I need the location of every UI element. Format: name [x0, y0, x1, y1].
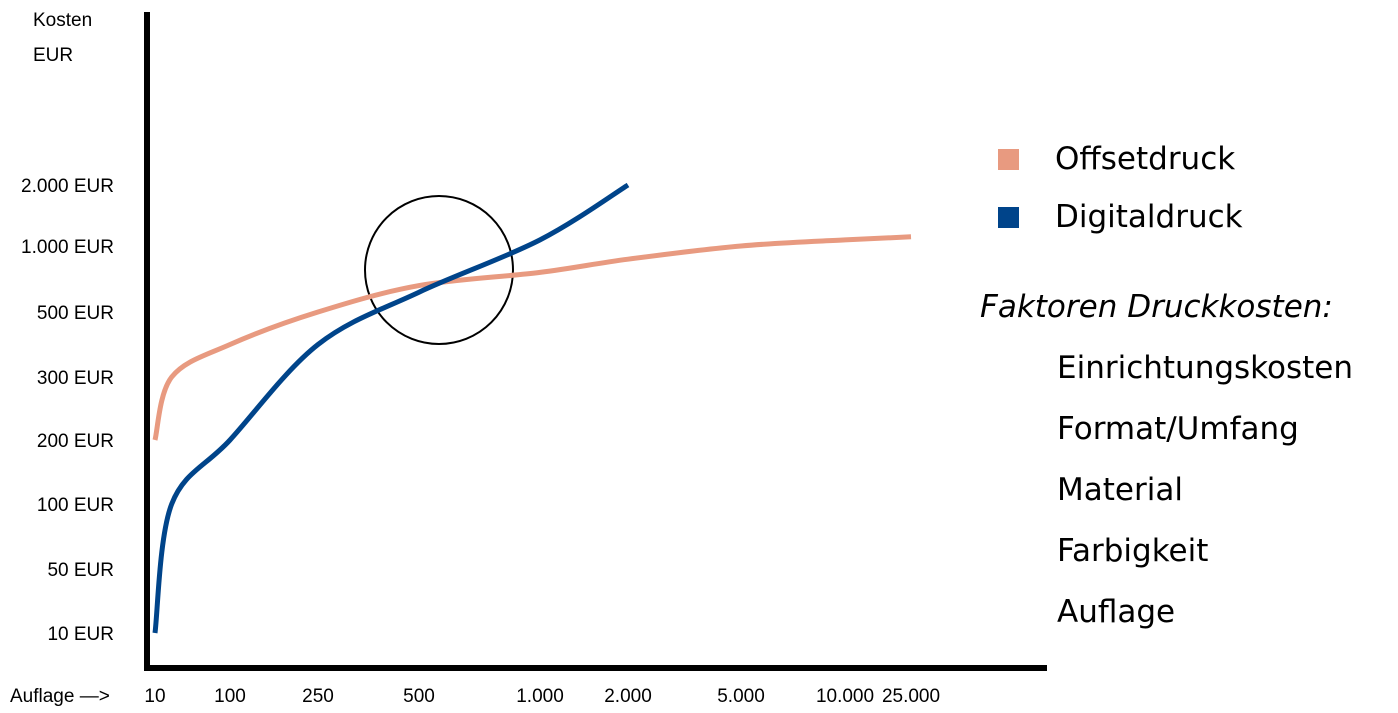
legend-item-offsetdruck: Offsetdruck [998, 130, 1243, 188]
y-tick-label: 300 EUR [37, 368, 114, 389]
legend: Offsetdruck Digitaldruck [998, 130, 1243, 246]
x-tick-label: 10 [144, 686, 165, 707]
y-tick-label: 200 EUR [37, 431, 114, 452]
y-tick-label: 100 EUR [37, 495, 114, 516]
y-axis-label-line-1: Kosten [33, 10, 92, 31]
x-tick-label: 1.000 [516, 686, 564, 707]
series-line-digitaldruck [152, 182, 630, 634]
x-tick-label: 100 [214, 686, 246, 707]
y-tick-label: 2.000 EUR [21, 176, 114, 197]
y-axis-label-line-2: EUR [33, 45, 73, 66]
factors-title: Faktoren Druckkosten: [980, 289, 1333, 325]
factor-item: Farbigkeit [1057, 533, 1209, 569]
y-tick-label: 1.000 EUR [21, 237, 114, 258]
x-axis-label: Auflage —> [10, 686, 110, 707]
y-tick-labels: 10 EUR 50 EUR 100 EUR 200 EUR 300 EUR 500 EUR… [21, 176, 114, 645]
x-tick-label: 500 [403, 686, 435, 707]
x-tick-label: 250 [302, 686, 334, 707]
chart-axes [144, 12, 1047, 671]
factors-panel: Faktoren Druckkosten: Einrichtungskosten… [980, 282, 1353, 645]
x-tick-labels: 10 100 250 500 1.000 2.000 5.000 10.000 25.000 [144, 686, 940, 707]
legend-item-digitaldruck: Digitaldruck [998, 188, 1243, 246]
legend-label-offsetdruck: Offsetdruck [1055, 141, 1236, 177]
series-layer [152, 182, 912, 634]
factor-item: Format/Umfang [1057, 411, 1299, 447]
factor-item: Auflage [1057, 594, 1176, 630]
factor-item: Material [1057, 472, 1183, 508]
x-tick-label: 5.000 [717, 686, 765, 707]
intersection-highlight-circle [364, 195, 514, 345]
factor-item: Einrichtungskosten [1057, 350, 1354, 386]
x-tick-label: 10.000 [816, 686, 874, 707]
series-line-offsetdruck [152, 234, 912, 441]
x-tick-label: 25.000 [882, 686, 940, 707]
legend-label-digitaldruck: Digitaldruck [1055, 199, 1243, 235]
y-tick-label: 50 EUR [47, 560, 114, 581]
y-tick-label: 500 EUR [37, 303, 114, 324]
x-tick-label: 2.000 [604, 686, 652, 707]
legend-swatch-offsetdruck [998, 148, 1019, 170]
y-tick-label: 10 EUR [47, 624, 114, 645]
legend-swatch-digitaldruck [998, 206, 1019, 228]
